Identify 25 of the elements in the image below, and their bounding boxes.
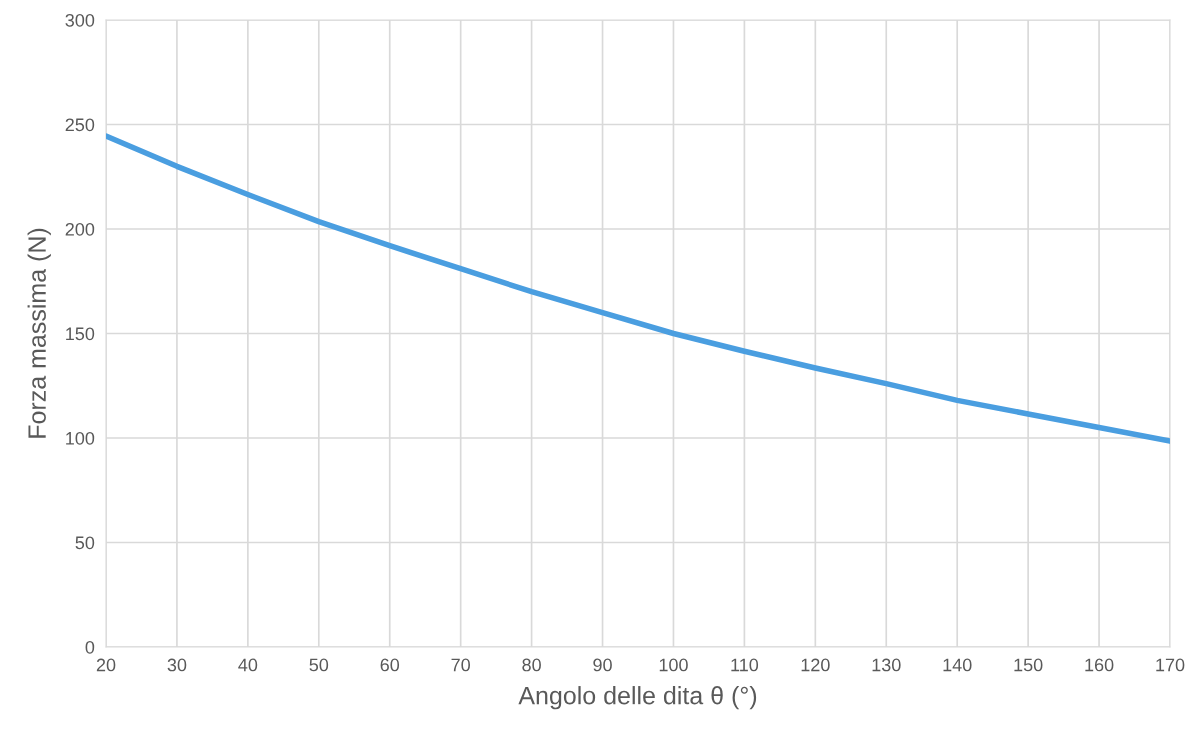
y-tick-label: 200 (65, 222, 95, 236)
x-tick-label: 150 (1014, 658, 1043, 672)
x-tick-label: 90 (593, 658, 612, 672)
x-axis-title: Angolo delle dita θ (°) (518, 686, 757, 710)
y-tick-label: 150 (66, 327, 95, 341)
x-tick-label: 170 (1156, 658, 1185, 672)
x-tick-label: 160 (1085, 658, 1114, 672)
x-tick-label: 60 (380, 658, 400, 672)
y-tick-label: 100 (66, 431, 95, 445)
x-tick-label: 40 (238, 658, 258, 672)
x-tick-label: 80 (522, 658, 541, 672)
y-tick-label: 300 (65, 13, 95, 27)
x-tick-label: 70 (451, 658, 470, 672)
x-tick-label: 50 (309, 658, 329, 672)
x-tick-label: 110 (731, 658, 759, 672)
x-tick-label: 100 (659, 658, 688, 672)
x-tick-label: 20 (96, 658, 116, 672)
y-tick-label: 250 (65, 118, 95, 132)
x-tick-label: 140 (943, 658, 972, 672)
x-tick-label: 30 (167, 658, 187, 672)
x-tick-label: 120 (801, 658, 830, 672)
y-axis-title: Forza massima (N) (27, 228, 51, 438)
x-tick-label: 130 (872, 658, 901, 672)
y-tick-label: 50 (75, 536, 95, 550)
y-tick-label: 0 (85, 640, 95, 654)
